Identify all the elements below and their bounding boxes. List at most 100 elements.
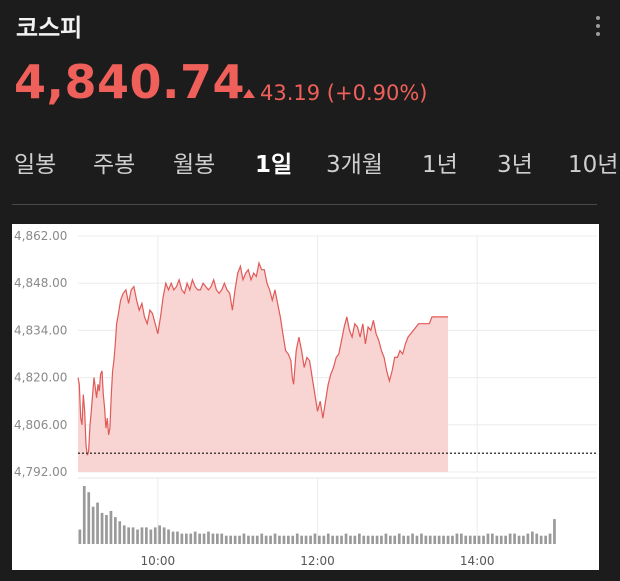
volume-bar [335,535,339,544]
volume-bar [149,529,153,544]
volume-bar [548,533,552,544]
volume-bar [242,533,246,544]
current-price: 4,840.74 [14,55,245,109]
volume-bar [131,527,135,544]
price-change-value: 43.19 (+0.90%) [260,81,428,105]
tab-1day[interactable]: 1일 [255,152,293,178]
volume-bar [162,527,166,544]
volume-bar [207,531,210,544]
y-tick-label: 4,806.00 [14,418,67,432]
volume-bar [136,529,139,544]
tab-weekly[interactable]: 주봉 [93,152,136,178]
volume-bar [140,527,144,544]
volume-bar [380,535,383,544]
volume-bar [211,533,215,544]
volume-bar [331,535,334,544]
volume-bar [309,535,312,544]
volume-bar [482,535,485,544]
volume-bar [216,533,219,544]
x-tick-label: 14:00 [460,554,495,568]
volume-bar [171,531,175,544]
tab-daily[interactable]: 일봉 [14,152,57,178]
volume-bar [424,535,428,544]
volume-bar [158,525,161,544]
volume-bar [100,512,104,544]
volume-bar [468,535,472,544]
volume-bar [389,535,392,544]
volume-bar [96,502,99,544]
index-title: 코스피 [16,14,83,42]
volume-bar [495,535,499,544]
volume-bar [460,533,463,544]
volume-bar [264,535,268,544]
tab-10year[interactable]: 10년 [568,152,619,178]
volume-bar [362,535,366,544]
volume-bar [375,535,379,544]
volume-bar [415,535,419,544]
volume-bar [358,533,361,544]
volume-bar [384,533,388,544]
volume-bar [87,492,91,544]
volume-bar [167,529,170,544]
volume-bar [122,525,126,544]
volume-bar [282,535,286,544]
volume-bar [233,535,237,544]
tab-monthly[interactable]: 월봉 [173,152,216,178]
volume-bar [473,535,476,544]
volume-bar [531,531,534,544]
volume-bar [295,533,299,544]
x-tick-label: 10:00 [141,554,176,568]
volume-bar [553,519,556,544]
volume-bar [247,535,250,544]
volume-bar [442,535,445,544]
price-line [77,260,448,456]
volume-bar [269,535,272,544]
tab-3year[interactable]: 3년 [497,152,533,178]
volume-bar [446,535,450,544]
chart-svg: 4,862.00 4,848.00 4,834.00 4,820.00 4,806.00… [14,229,597,568]
volume-bar [313,533,317,544]
volume-bar [522,535,525,544]
volume-bar [176,531,179,544]
volume-bar [185,533,188,544]
more-vertical-icon[interactable] [594,16,602,42]
volume-bar [340,535,343,544]
volume-bar [260,533,264,544]
volume-bar [371,535,374,544]
y-tick-label: 4,820.00 [14,371,67,385]
volume-bar [251,535,255,544]
volume-bar [420,533,423,544]
volume-bar [504,535,507,544]
volume-bar [477,535,481,544]
volume-bar [486,533,490,544]
volume-bar [255,535,259,544]
volume-bar [544,535,547,544]
volume-bar [189,533,193,544]
volume-bar [304,535,308,544]
y-tick-label: 4,862.00 [14,229,67,243]
volume-bar [91,506,95,544]
volume-bar [526,533,530,544]
volume-bar [273,533,277,544]
volume-bar [366,535,370,544]
volume-bar [291,535,295,544]
volume-bar [322,535,326,544]
tab-1year[interactable]: 1년 [422,152,458,178]
price-change: 43.19 (+0.90%) [243,81,428,105]
volume-bar [508,533,512,544]
volume-bar [82,486,86,544]
volume-bar [539,535,543,544]
intraday-chart[interactable]: 4,862.00 4,848.00 4,834.00 4,820.00 4,806.00… [12,224,599,570]
volume-bar [145,527,148,544]
tabs-divider [12,204,597,205]
volume-bar [353,535,357,544]
volume-bar [499,535,503,544]
volume-bar [287,535,290,544]
volume-bar [535,533,539,544]
volume-bar [451,535,454,544]
volume-bar [491,533,494,544]
volume-bar [411,533,414,544]
volume-bar [153,527,157,544]
tab-3month[interactable]: 3개월 [326,152,383,178]
triangle-up-icon [243,89,255,98]
